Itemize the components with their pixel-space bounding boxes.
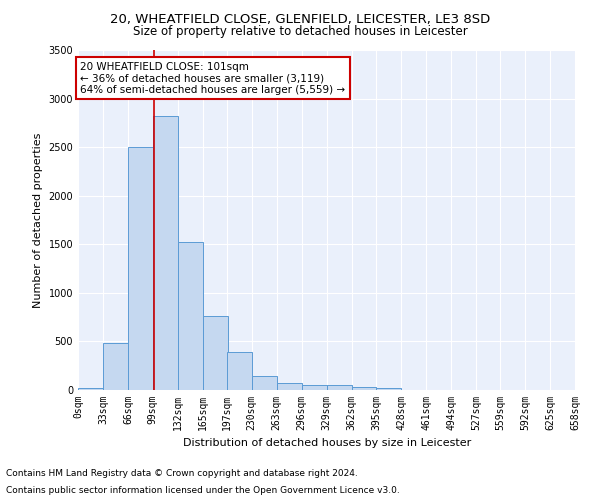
Bar	[326, 384, 352, 390]
Bar	[203, 316, 227, 390]
Text: Contains HM Land Registry data © Crown copyright and database right 2024.: Contains HM Land Registry data © Crown c…	[6, 468, 358, 477]
Bar	[153, 116, 178, 390]
Bar	[252, 376, 277, 390]
X-axis label: Distribution of detached houses by size in Leicester: Distribution of detached houses by size …	[183, 438, 471, 448]
Bar	[178, 242, 203, 390]
Bar	[302, 384, 326, 390]
Text: 20 WHEATFIELD CLOSE: 101sqm
← 36% of detached houses are smaller (3,119)
64% of : 20 WHEATFIELD CLOSE: 101sqm ← 36% of det…	[80, 62, 346, 95]
Text: 20, WHEATFIELD CLOSE, GLENFIELD, LEICESTER, LE3 8SD: 20, WHEATFIELD CLOSE, GLENFIELD, LEICEST…	[110, 12, 490, 26]
Bar	[352, 386, 376, 390]
Bar	[78, 388, 103, 390]
Text: Contains public sector information licensed under the Open Government Licence v3: Contains public sector information licen…	[6, 486, 400, 495]
Bar	[128, 147, 153, 390]
Bar	[376, 388, 401, 390]
Bar	[103, 344, 128, 390]
Y-axis label: Number of detached properties: Number of detached properties	[33, 132, 43, 308]
Text: Size of property relative to detached houses in Leicester: Size of property relative to detached ho…	[133, 25, 467, 38]
Bar	[227, 352, 252, 390]
Bar	[277, 383, 302, 390]
